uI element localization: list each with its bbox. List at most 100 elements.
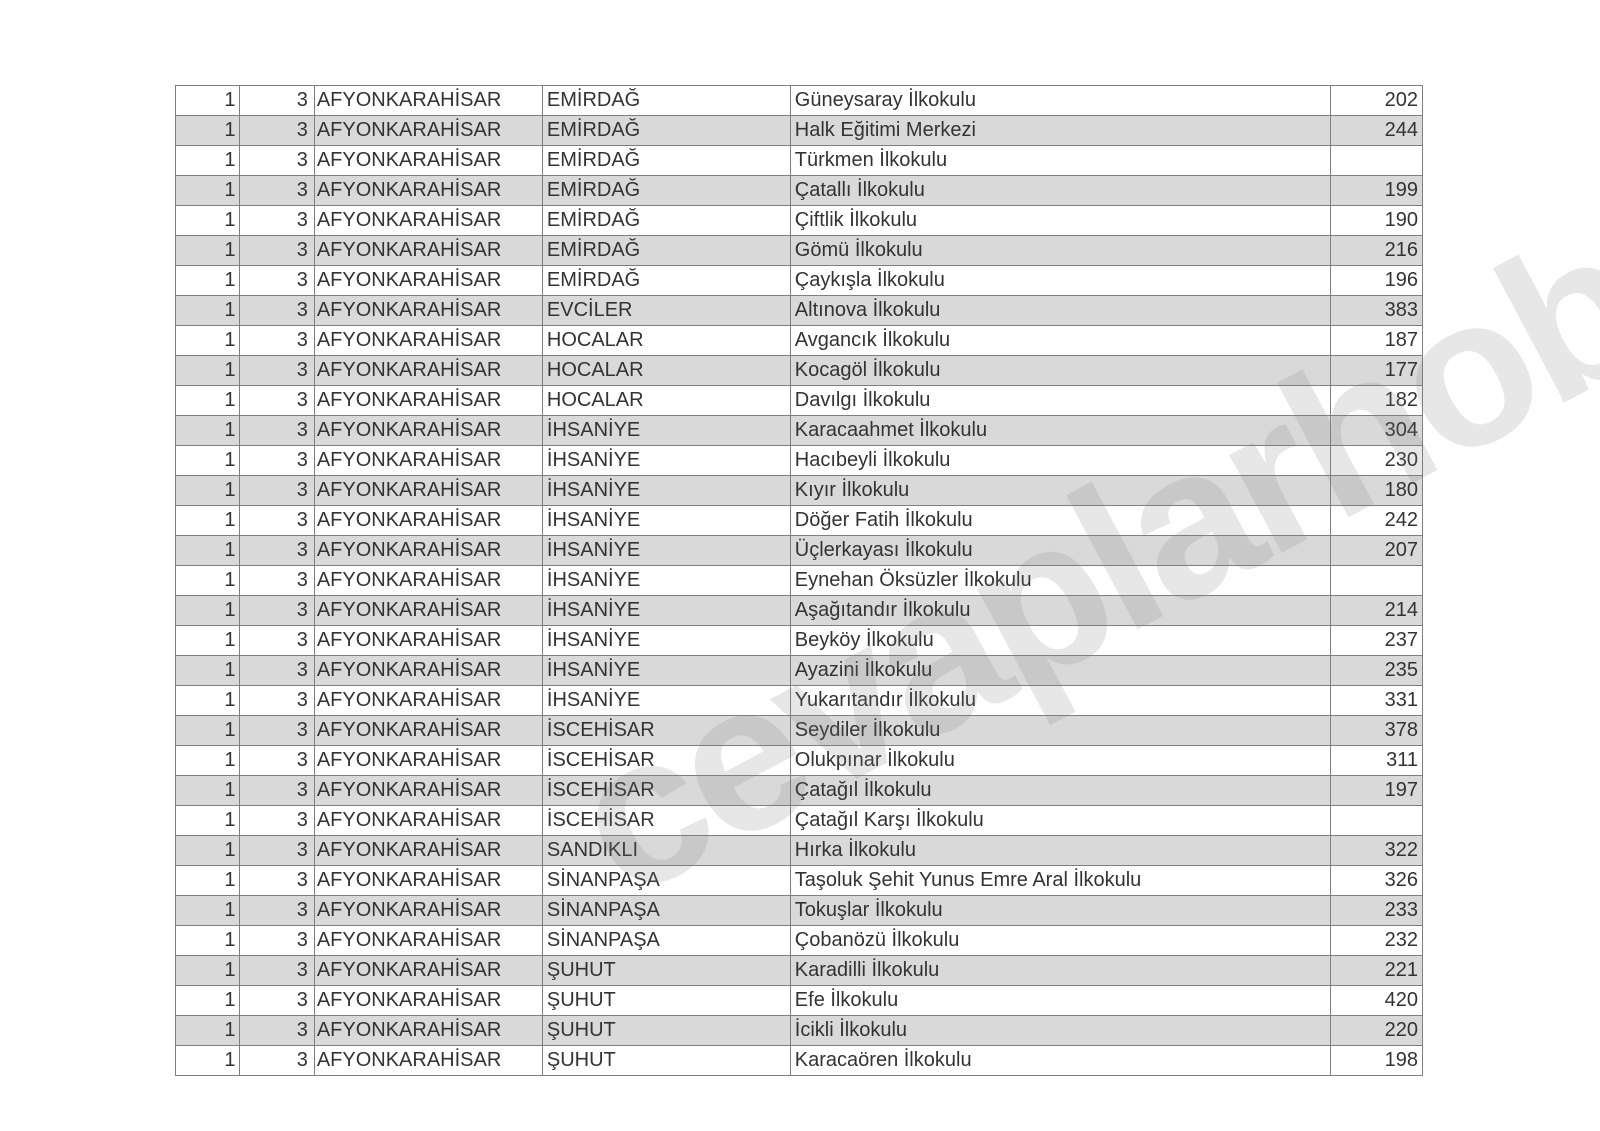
cell-district: SİNANPAŞA bbox=[542, 896, 790, 926]
cell-school: Beyköy İlkokulu bbox=[790, 626, 1330, 656]
cell-province: AFYONKARAHİSAR bbox=[314, 266, 542, 296]
cell-school: Çaykışla İlkokulu bbox=[790, 266, 1330, 296]
cell-a: 1 bbox=[176, 746, 240, 776]
cell-score: 221 bbox=[1331, 956, 1423, 986]
cell-district: EMİRDAĞ bbox=[542, 176, 790, 206]
cell-b: 3 bbox=[240, 776, 314, 806]
table-row: 13AFYONKARAHİSAREMİRDAĞGömü İlkokulu216 bbox=[176, 236, 1423, 266]
cell-a: 1 bbox=[176, 596, 240, 626]
cell-school: Olukpınar İlkokulu bbox=[790, 746, 1330, 776]
cell-district: İHSANİYE bbox=[542, 656, 790, 686]
cell-score bbox=[1331, 806, 1423, 836]
cell-a: 1 bbox=[176, 1016, 240, 1046]
cell-school: Davılgı İlkokulu bbox=[790, 386, 1330, 416]
cell-district: İSCEHİSAR bbox=[542, 806, 790, 836]
cell-b: 3 bbox=[240, 266, 314, 296]
cell-school: Kocagöl İlkokulu bbox=[790, 356, 1330, 386]
table-row: 13AFYONKARAHİSARŞUHUTEfe İlkokulu420 bbox=[176, 986, 1423, 1016]
cell-score: 198 bbox=[1331, 1046, 1423, 1076]
cell-province: AFYONKARAHİSAR bbox=[314, 236, 542, 266]
cell-province: AFYONKARAHİSAR bbox=[314, 566, 542, 596]
table-row: 13AFYONKARAHİSARŞUHUTKaradilli İlkokulu2… bbox=[176, 956, 1423, 986]
cell-province: AFYONKARAHİSAR bbox=[314, 536, 542, 566]
table-row: 13AFYONKARAHİSARSİNANPAŞAÇobanözü İlkoku… bbox=[176, 926, 1423, 956]
cell-province: AFYONKARAHİSAR bbox=[314, 206, 542, 236]
page-container: 13AFYONKARAHİSAREMİRDAĞGüneysaray İlkoku… bbox=[175, 85, 1423, 1076]
cell-score: 187 bbox=[1331, 326, 1423, 356]
table-row: 13AFYONKARAHİSAREMİRDAĞÇaykışla İlkokulu… bbox=[176, 266, 1423, 296]
table-row: 13AFYONKARAHİSARİSCEHİSARÇatağıl İlkokul… bbox=[176, 776, 1423, 806]
cell-a: 1 bbox=[176, 626, 240, 656]
cell-b: 3 bbox=[240, 686, 314, 716]
table-row: 13AFYONKARAHİSAREMİRDAĞHalk Eğitimi Merk… bbox=[176, 116, 1423, 146]
table-row: 13AFYONKARAHİSARSİNANPAŞATokuşlar İlkoku… bbox=[176, 896, 1423, 926]
cell-province: AFYONKARAHİSAR bbox=[314, 506, 542, 536]
cell-district: ŞUHUT bbox=[542, 1016, 790, 1046]
cell-b: 3 bbox=[240, 836, 314, 866]
cell-school: Taşoluk Şehit Yunus Emre Aral İlkokulu bbox=[790, 866, 1330, 896]
cell-district: İHSANİYE bbox=[542, 446, 790, 476]
cell-school: Aşağıtandır İlkokulu bbox=[790, 596, 1330, 626]
cell-province: AFYONKARAHİSAR bbox=[314, 296, 542, 326]
cell-score: 230 bbox=[1331, 446, 1423, 476]
cell-district: İHSANİYE bbox=[542, 686, 790, 716]
cell-district: ŞUHUT bbox=[542, 956, 790, 986]
table-row: 13AFYONKARAHİSAREMİRDAĞÇiftlik İlkokulu1… bbox=[176, 206, 1423, 236]
table-row: 13AFYONKARAHİSAREMİRDAĞTürkmen İlkokulu bbox=[176, 146, 1423, 176]
cell-school: Tokuşlar İlkokulu bbox=[790, 896, 1330, 926]
cell-school: Efe İlkokulu bbox=[790, 986, 1330, 1016]
cell-district: İHSANİYE bbox=[542, 416, 790, 446]
cell-school: İcikli İlkokulu bbox=[790, 1016, 1330, 1046]
cell-school: Çiftlik İlkokulu bbox=[790, 206, 1330, 236]
cell-district: İHSANİYE bbox=[542, 536, 790, 566]
cell-b: 3 bbox=[240, 596, 314, 626]
cell-province: AFYONKARAHİSAR bbox=[314, 476, 542, 506]
cell-a: 1 bbox=[176, 176, 240, 206]
cell-province: AFYONKARAHİSAR bbox=[314, 836, 542, 866]
cell-score: 311 bbox=[1331, 746, 1423, 776]
table-row: 13AFYONKARAHİSARİHSANİYEAyazini İlkokulu… bbox=[176, 656, 1423, 686]
table-row: 13AFYONKARAHİSARHOCALARKocagöl İlkokulu1… bbox=[176, 356, 1423, 386]
cell-school: Çatağıl İlkokulu bbox=[790, 776, 1330, 806]
cell-b: 3 bbox=[240, 506, 314, 536]
cell-a: 1 bbox=[176, 776, 240, 806]
cell-a: 1 bbox=[176, 266, 240, 296]
cell-b: 3 bbox=[240, 236, 314, 266]
cell-province: AFYONKARAHİSAR bbox=[314, 866, 542, 896]
cell-b: 3 bbox=[240, 956, 314, 986]
table-row: 13AFYONKARAHİSARİHSANİYEÜçlerkayası İlko… bbox=[176, 536, 1423, 566]
table-row: 13AFYONKARAHİSARSANDIKLIHırka İlkokulu32… bbox=[176, 836, 1423, 866]
cell-province: AFYONKARAHİSAR bbox=[314, 86, 542, 116]
cell-a: 1 bbox=[176, 656, 240, 686]
cell-a: 1 bbox=[176, 686, 240, 716]
cell-score: 180 bbox=[1331, 476, 1423, 506]
cell-b: 3 bbox=[240, 296, 314, 326]
cell-district: EMİRDAĞ bbox=[542, 146, 790, 176]
cell-province: AFYONKARAHİSAR bbox=[314, 656, 542, 686]
table-row: 13AFYONKARAHİSAREMİRDAĞÇatallı İlkokulu1… bbox=[176, 176, 1423, 206]
cell-school: Döğer Fatih İlkokulu bbox=[790, 506, 1330, 536]
cell-b: 3 bbox=[240, 86, 314, 116]
cell-a: 1 bbox=[176, 476, 240, 506]
table-row: 13AFYONKARAHİSARİSCEHİSARÇatağıl Karşı İ… bbox=[176, 806, 1423, 836]
cell-school: Eynehan Öksüzler İlkokulu bbox=[790, 566, 1330, 596]
cell-a: 1 bbox=[176, 86, 240, 116]
cell-province: AFYONKARAHİSAR bbox=[314, 596, 542, 626]
cell-school: Altınova İlkokulu bbox=[790, 296, 1330, 326]
cell-b: 3 bbox=[240, 146, 314, 176]
table-row: 13AFYONKARAHİSARİSCEHİSARSeydiler İlkoku… bbox=[176, 716, 1423, 746]
cell-district: İSCEHİSAR bbox=[542, 716, 790, 746]
schools-table: 13AFYONKARAHİSAREMİRDAĞGüneysaray İlkoku… bbox=[175, 85, 1423, 1076]
cell-score: 235 bbox=[1331, 656, 1423, 686]
cell-score: 177 bbox=[1331, 356, 1423, 386]
cell-district: EMİRDAĞ bbox=[542, 116, 790, 146]
cell-district: İSCEHİSAR bbox=[542, 776, 790, 806]
cell-school: Üçlerkayası İlkokulu bbox=[790, 536, 1330, 566]
cell-a: 1 bbox=[176, 236, 240, 266]
cell-district: SİNANPAŞA bbox=[542, 926, 790, 956]
cell-a: 1 bbox=[176, 836, 240, 866]
cell-a: 1 bbox=[176, 806, 240, 836]
cell-a: 1 bbox=[176, 356, 240, 386]
cell-a: 1 bbox=[176, 206, 240, 236]
cell-score bbox=[1331, 566, 1423, 596]
